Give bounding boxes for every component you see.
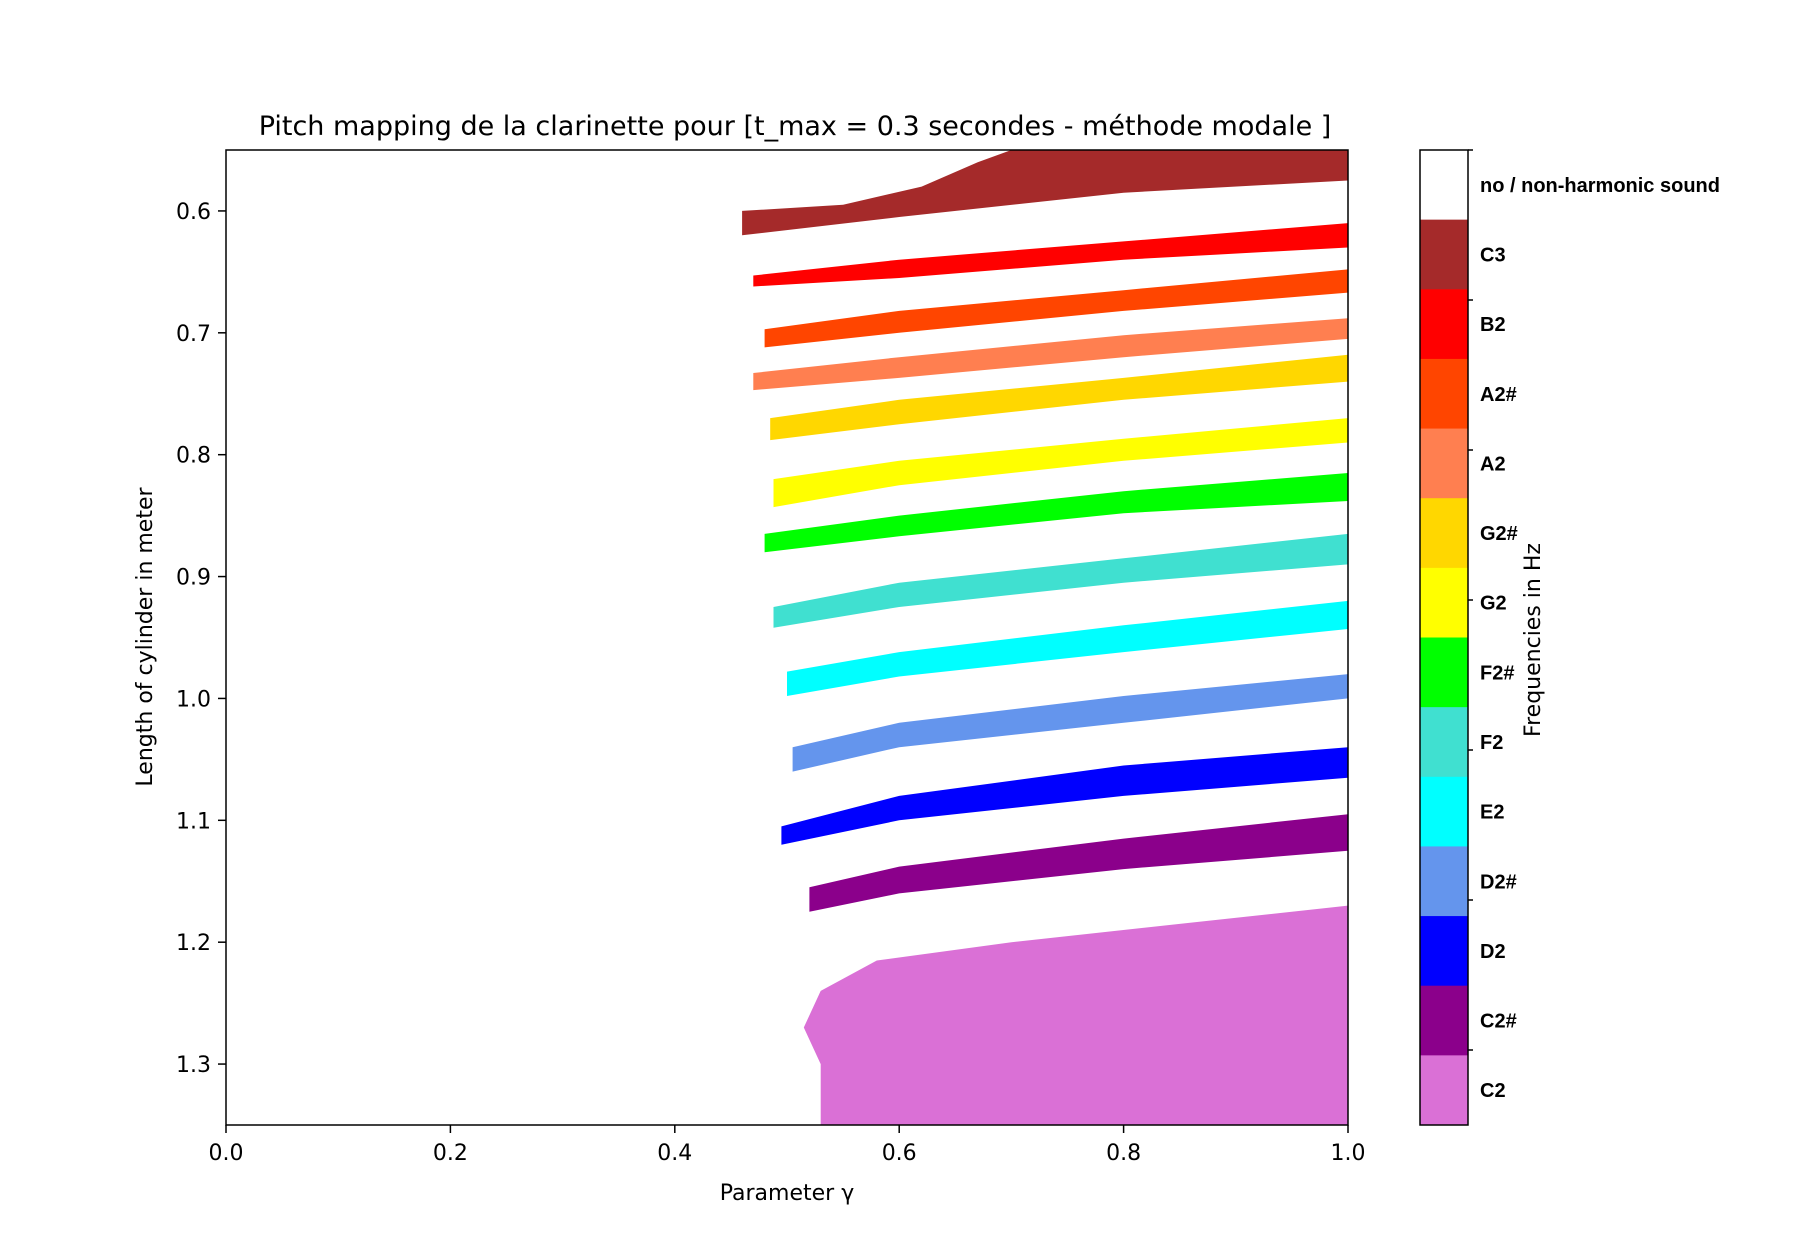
colorbar-label-item: C2# — [1480, 1011, 1517, 1033]
y-tick-label: 1.1 — [176, 809, 211, 834]
plot-regions — [742, 150, 1348, 1125]
colorbar-label-item: D2 — [1480, 941, 1506, 963]
colorbar-swatch — [1420, 567, 1468, 638]
y-tick-label: 1.2 — [176, 931, 211, 956]
colorbar-swatch — [1420, 358, 1468, 430]
region-c3 — [742, 150, 1348, 236]
x-tick-label: 0.0 — [209, 1141, 244, 1166]
region-f2 — [773, 533, 1348, 628]
colorbar-swatch — [1420, 1055, 1468, 1126]
colorbar-label-item: G2 — [1480, 593, 1507, 615]
y-tick-label: 1.3 — [176, 1053, 211, 1078]
x-tick-label: 0.8 — [1106, 1141, 1141, 1166]
y-tick-label: 1.0 — [176, 687, 211, 712]
colorbar-label-item: A2# — [1480, 384, 1517, 406]
region-a2 — [753, 318, 1348, 391]
region-c2-sharp — [809, 814, 1348, 912]
y-axis-label: Length of cylinder in meter — [133, 486, 158, 786]
colorbar-swatch — [1420, 985, 1468, 1056]
colorbar-frame — [1419, 149, 1469, 1126]
y-tick-label: 0.9 — [176, 566, 211, 591]
region-g2-sharp — [770, 354, 1348, 441]
colorbar-label-item: no / non-harmonic sound — [1480, 175, 1720, 197]
colorbar-swatch — [1420, 289, 1468, 360]
colorbar-label-item: D2# — [1480, 871, 1517, 893]
colorbar-swatch — [1420, 707, 1468, 778]
colorbar-label-item: E2 — [1480, 802, 1504, 824]
colorbar-swatch — [1420, 428, 1468, 499]
x-tick-label: 0.6 — [882, 1141, 917, 1166]
colorbar-swatch — [1420, 498, 1468, 569]
region-c2 — [803, 905, 1348, 1125]
y-tick-label: 0.6 — [176, 200, 211, 225]
colorbar-label-item: A2 — [1480, 453, 1506, 475]
y-tick-label: 0.8 — [176, 444, 211, 469]
colorbar-label-item: B2 — [1480, 314, 1506, 336]
chart-title: Pitch mapping de la clarinette pour [t_m… — [259, 111, 1332, 142]
colorbar-label: Frequencies in Hz — [1521, 543, 1546, 737]
colorbar-label-item: F2 — [1480, 732, 1503, 754]
colorbar-swatch — [1420, 846, 1468, 917]
region-f2-sharp — [764, 473, 1348, 553]
colorbar-swatch — [1420, 150, 1468, 221]
colorbar-swatch — [1420, 916, 1468, 987]
region-g2 — [773, 418, 1348, 508]
x-tick-label: 0.4 — [657, 1141, 692, 1166]
colorbar-swatch — [1420, 776, 1468, 847]
plot-frame — [225, 149, 1349, 1126]
y-tick-label: 0.7 — [176, 322, 211, 347]
region-b2 — [753, 223, 1348, 287]
x-axis-label: Parameter γ — [720, 1181, 854, 1206]
x-tick-label: 1.0 — [1331, 1141, 1366, 1166]
x-tick-label: 0.2 — [433, 1141, 468, 1166]
y-axis: 0.6 0.7 0.8 0.9 1.0 1.1 1.2 1.3 — [176, 200, 226, 1078]
x-axis: 0.0 0.2 0.4 0.6 0.8 1.0 — [209, 1125, 1366, 1166]
region-d2 — [781, 747, 1348, 845]
region-e2 — [787, 600, 1348, 696]
colorbar-swatch — [1420, 637, 1468, 708]
colorbar-label-item: C2 — [1480, 1080, 1506, 1102]
colorbar-label-item: C3 — [1480, 244, 1506, 266]
colorbar-swatch — [1420, 219, 1468, 290]
colorbar: no / non-harmonic sound C3 B2 A2# A2 G2# G2 F2#… — [1419, 149, 1720, 1126]
region-a2-sharp — [764, 269, 1348, 348]
colorbar-label-item: F2# — [1480, 662, 1514, 684]
colorbar-label-item: G2# — [1480, 523, 1518, 545]
region-d2-sharp — [792, 674, 1348, 772]
